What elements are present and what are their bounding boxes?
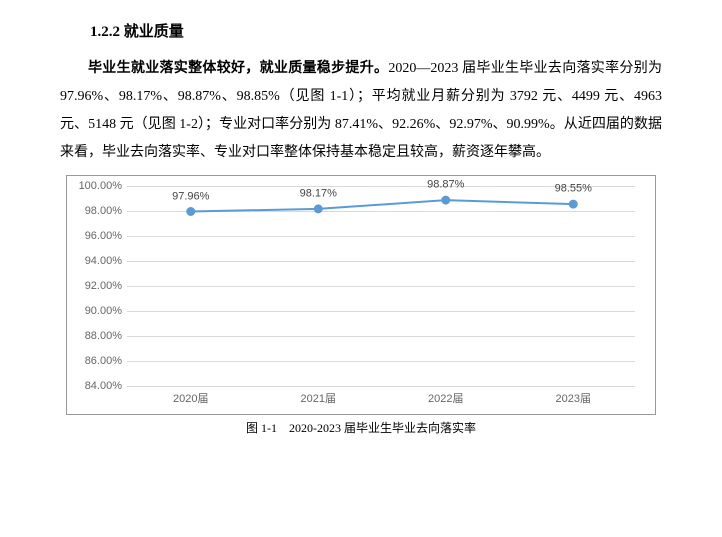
x-axis-label: 2021届 bbox=[301, 390, 336, 406]
chart-gridline bbox=[127, 386, 635, 387]
chart-caption: 图 1-1 2020-2023 届毕业生毕业去向落实率 bbox=[60, 419, 662, 436]
y-axis-label: 96.00% bbox=[67, 230, 122, 242]
chart-marker bbox=[569, 200, 577, 208]
paragraph-lead: 毕业生就业落实整体较好，就业质量稳步提升。 bbox=[88, 61, 388, 76]
body-paragraph: 毕业生就业落实整体较好，就业质量稳步提升。2020—2023 届毕业生毕业去向落… bbox=[60, 55, 662, 167]
chart-marker bbox=[187, 208, 195, 216]
data-point-label: 97.96% bbox=[172, 190, 209, 202]
section-heading: 1.2.2 就业质量 bbox=[90, 20, 662, 41]
x-axis-label: 2020届 bbox=[173, 390, 208, 406]
y-axis-label: 94.00% bbox=[67, 255, 122, 267]
x-axis-label: 2023届 bbox=[556, 390, 591, 406]
y-axis-label: 98.00% bbox=[67, 205, 122, 217]
data-point-label: 98.17% bbox=[300, 187, 337, 199]
y-axis-label: 84.00% bbox=[67, 380, 122, 392]
x-axis-label: 2022届 bbox=[428, 390, 463, 406]
chart-svg bbox=[127, 186, 635, 384]
y-axis-label: 100.00% bbox=[67, 180, 122, 192]
data-point-label: 98.87% bbox=[427, 179, 464, 191]
y-axis-label: 86.00% bbox=[67, 355, 122, 367]
employment-rate-chart: 84.00% 86.00% 88.00% 90.00% 92.00% 94.00% 96.0… bbox=[66, 175, 656, 415]
y-axis-label: 90.00% bbox=[67, 305, 122, 317]
y-axis-label: 88.00% bbox=[67, 330, 122, 342]
chart-line bbox=[191, 200, 574, 211]
chart-marker bbox=[442, 196, 450, 204]
y-axis-label: 92.00% bbox=[67, 280, 122, 292]
chart-marker bbox=[314, 205, 322, 213]
chart-plot-area bbox=[127, 186, 635, 384]
data-point-label: 98.55% bbox=[555, 183, 592, 195]
